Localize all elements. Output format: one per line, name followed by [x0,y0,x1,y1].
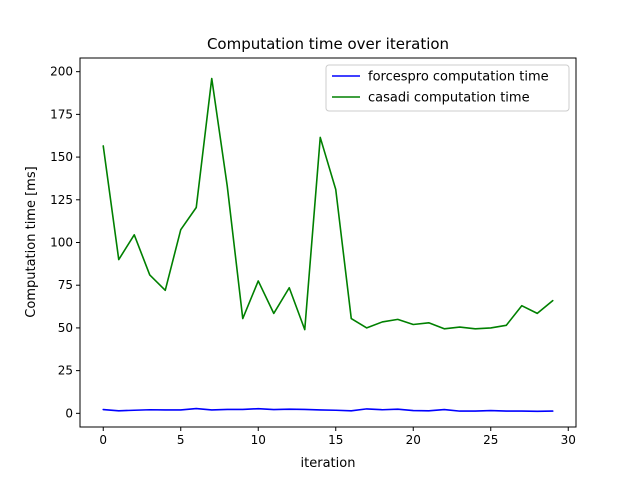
x-tick-label: 0 [99,433,107,447]
legend-label-1: forcespro computation time [368,70,549,85]
x-tick-label: 20 [406,433,421,447]
y-tick-label: 25 [58,364,73,378]
y-tick-label: 0 [65,406,73,420]
y-tick-label: 100 [50,236,73,250]
x-tick-label: 25 [483,433,498,447]
y-tick-label: 150 [50,150,73,164]
y-tick-label: 125 [50,193,73,207]
series-line-2 [102,77,554,331]
x-axis-label: iteration [301,456,356,471]
x-tick-label: 5 [177,433,185,447]
y-tick-label: 50 [58,321,73,335]
y-tick-label: 200 [50,65,73,79]
y-tick-label: 75 [58,278,73,292]
legend-box [325,64,570,112]
y-tick-label: 175 [50,107,73,121]
x-tick-label: 10 [251,433,266,447]
axes-layer: 0 5 10 15 20 25 30 0 25 50 75 100 125 150 175 200 [50,57,577,447]
y-axis-label: Computation time [ms] [24,166,39,317]
x-tick-label: 30 [561,433,576,447]
series-layer [102,77,554,413]
chart-title: Computation time over iteration [207,35,449,53]
plot-area [80,58,576,427]
x-tick-label: 15 [328,433,343,447]
series-line-1 [102,407,554,413]
legend: forcespro computation time casadi computa… [325,64,570,112]
plot-background [80,58,576,427]
legend-label-2: casadi computation time [368,91,530,106]
